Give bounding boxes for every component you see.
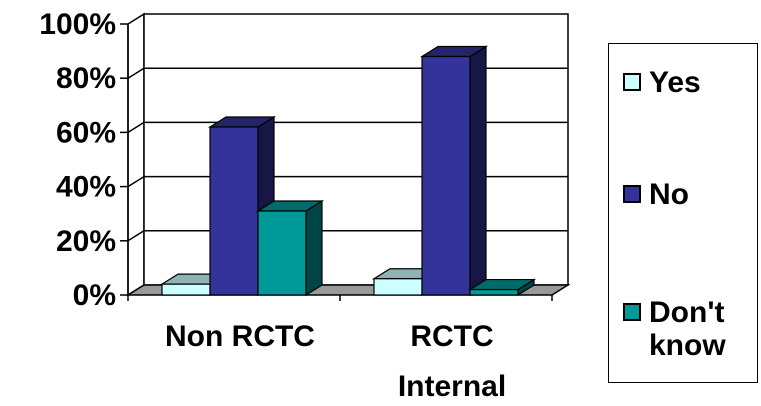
legend-swatch [623,185,641,203]
y-tick-label: 40% [56,171,116,204]
y-tick-label: 60% [56,116,116,149]
category-label: Non RCTC [165,320,315,353]
category-label: Internal [398,370,506,403]
y-tick-labels: 0% 20% 40% 60% 80% 100% [39,8,116,312]
y-tick-label: 100% [39,8,116,41]
y-tick-label: 0% [73,279,116,312]
bar-chart: 0% 20% 40% 60% 80% 100% Non RCTC RCTC Internal [39,8,571,403]
legend-item: Don't know [623,296,726,362]
legend-item: Yes [623,66,701,99]
legend-label: No [649,178,689,211]
bars [159,45,537,297]
category-labels: Non RCTC RCTC Internal [165,320,506,403]
bar [255,199,325,297]
legend-swatch [623,303,641,321]
back-wall [143,13,569,286]
legend-label: Don't know [649,296,726,362]
bar [419,45,489,297]
legend-swatch [623,73,641,91]
axes [120,23,553,301]
category-label: RCTC [410,320,493,353]
legend-label: Yes [649,66,701,99]
legend: Yes No Don't know [608,43,758,383]
y-tick-label: 80% [56,62,116,95]
side-wall [127,12,145,297]
y-tick-label: 20% [56,225,116,258]
bar [467,278,537,297]
legend-item: No [623,178,689,211]
chart-walls [127,12,569,297]
